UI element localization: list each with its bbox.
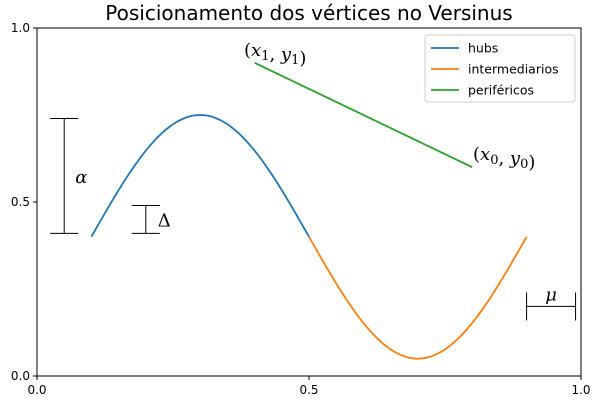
chart-title: Posicionamento dos vértices no Versinus (105, 1, 512, 25)
x-tick-label-1: 0.5 (299, 383, 318, 397)
series-line-1 (308, 236, 528, 360)
series-line-2 (254, 61, 473, 169)
y-tick-label-2: 1.0 (11, 21, 30, 35)
legend-label-2: periféricos (468, 83, 534, 98)
legend: hubs intermediarios periféricos (424, 34, 576, 103)
series-line-0 (90, 114, 310, 238)
legend-label-0: hubs (468, 41, 498, 56)
legend-box (424, 34, 576, 103)
delta-bracket-label: Δ (158, 210, 171, 231)
y-tick-label-0: 0.0 (11, 369, 30, 383)
mu-bracket-label: μ (545, 284, 557, 305)
point-0-label: (x0, y0) (473, 144, 535, 173)
axes-layer: 0.0 0.5 1.0 0.0 0.5 1.0 (11, 21, 591, 397)
y-tick-label-1: 0.5 (11, 195, 30, 209)
legend-label-1: intermediarios (468, 62, 559, 77)
x-tick-label-0: 0.0 (27, 383, 46, 397)
series-layer (90, 61, 528, 360)
x-tick-label-2: 1.0 (571, 383, 590, 397)
annotations-layer: α Δμ (x1, y1) (x0, y0) (50, 40, 577, 321)
point-1-label: (x1, y1) (244, 40, 306, 69)
alpha-bracket-label: α (75, 167, 87, 188)
